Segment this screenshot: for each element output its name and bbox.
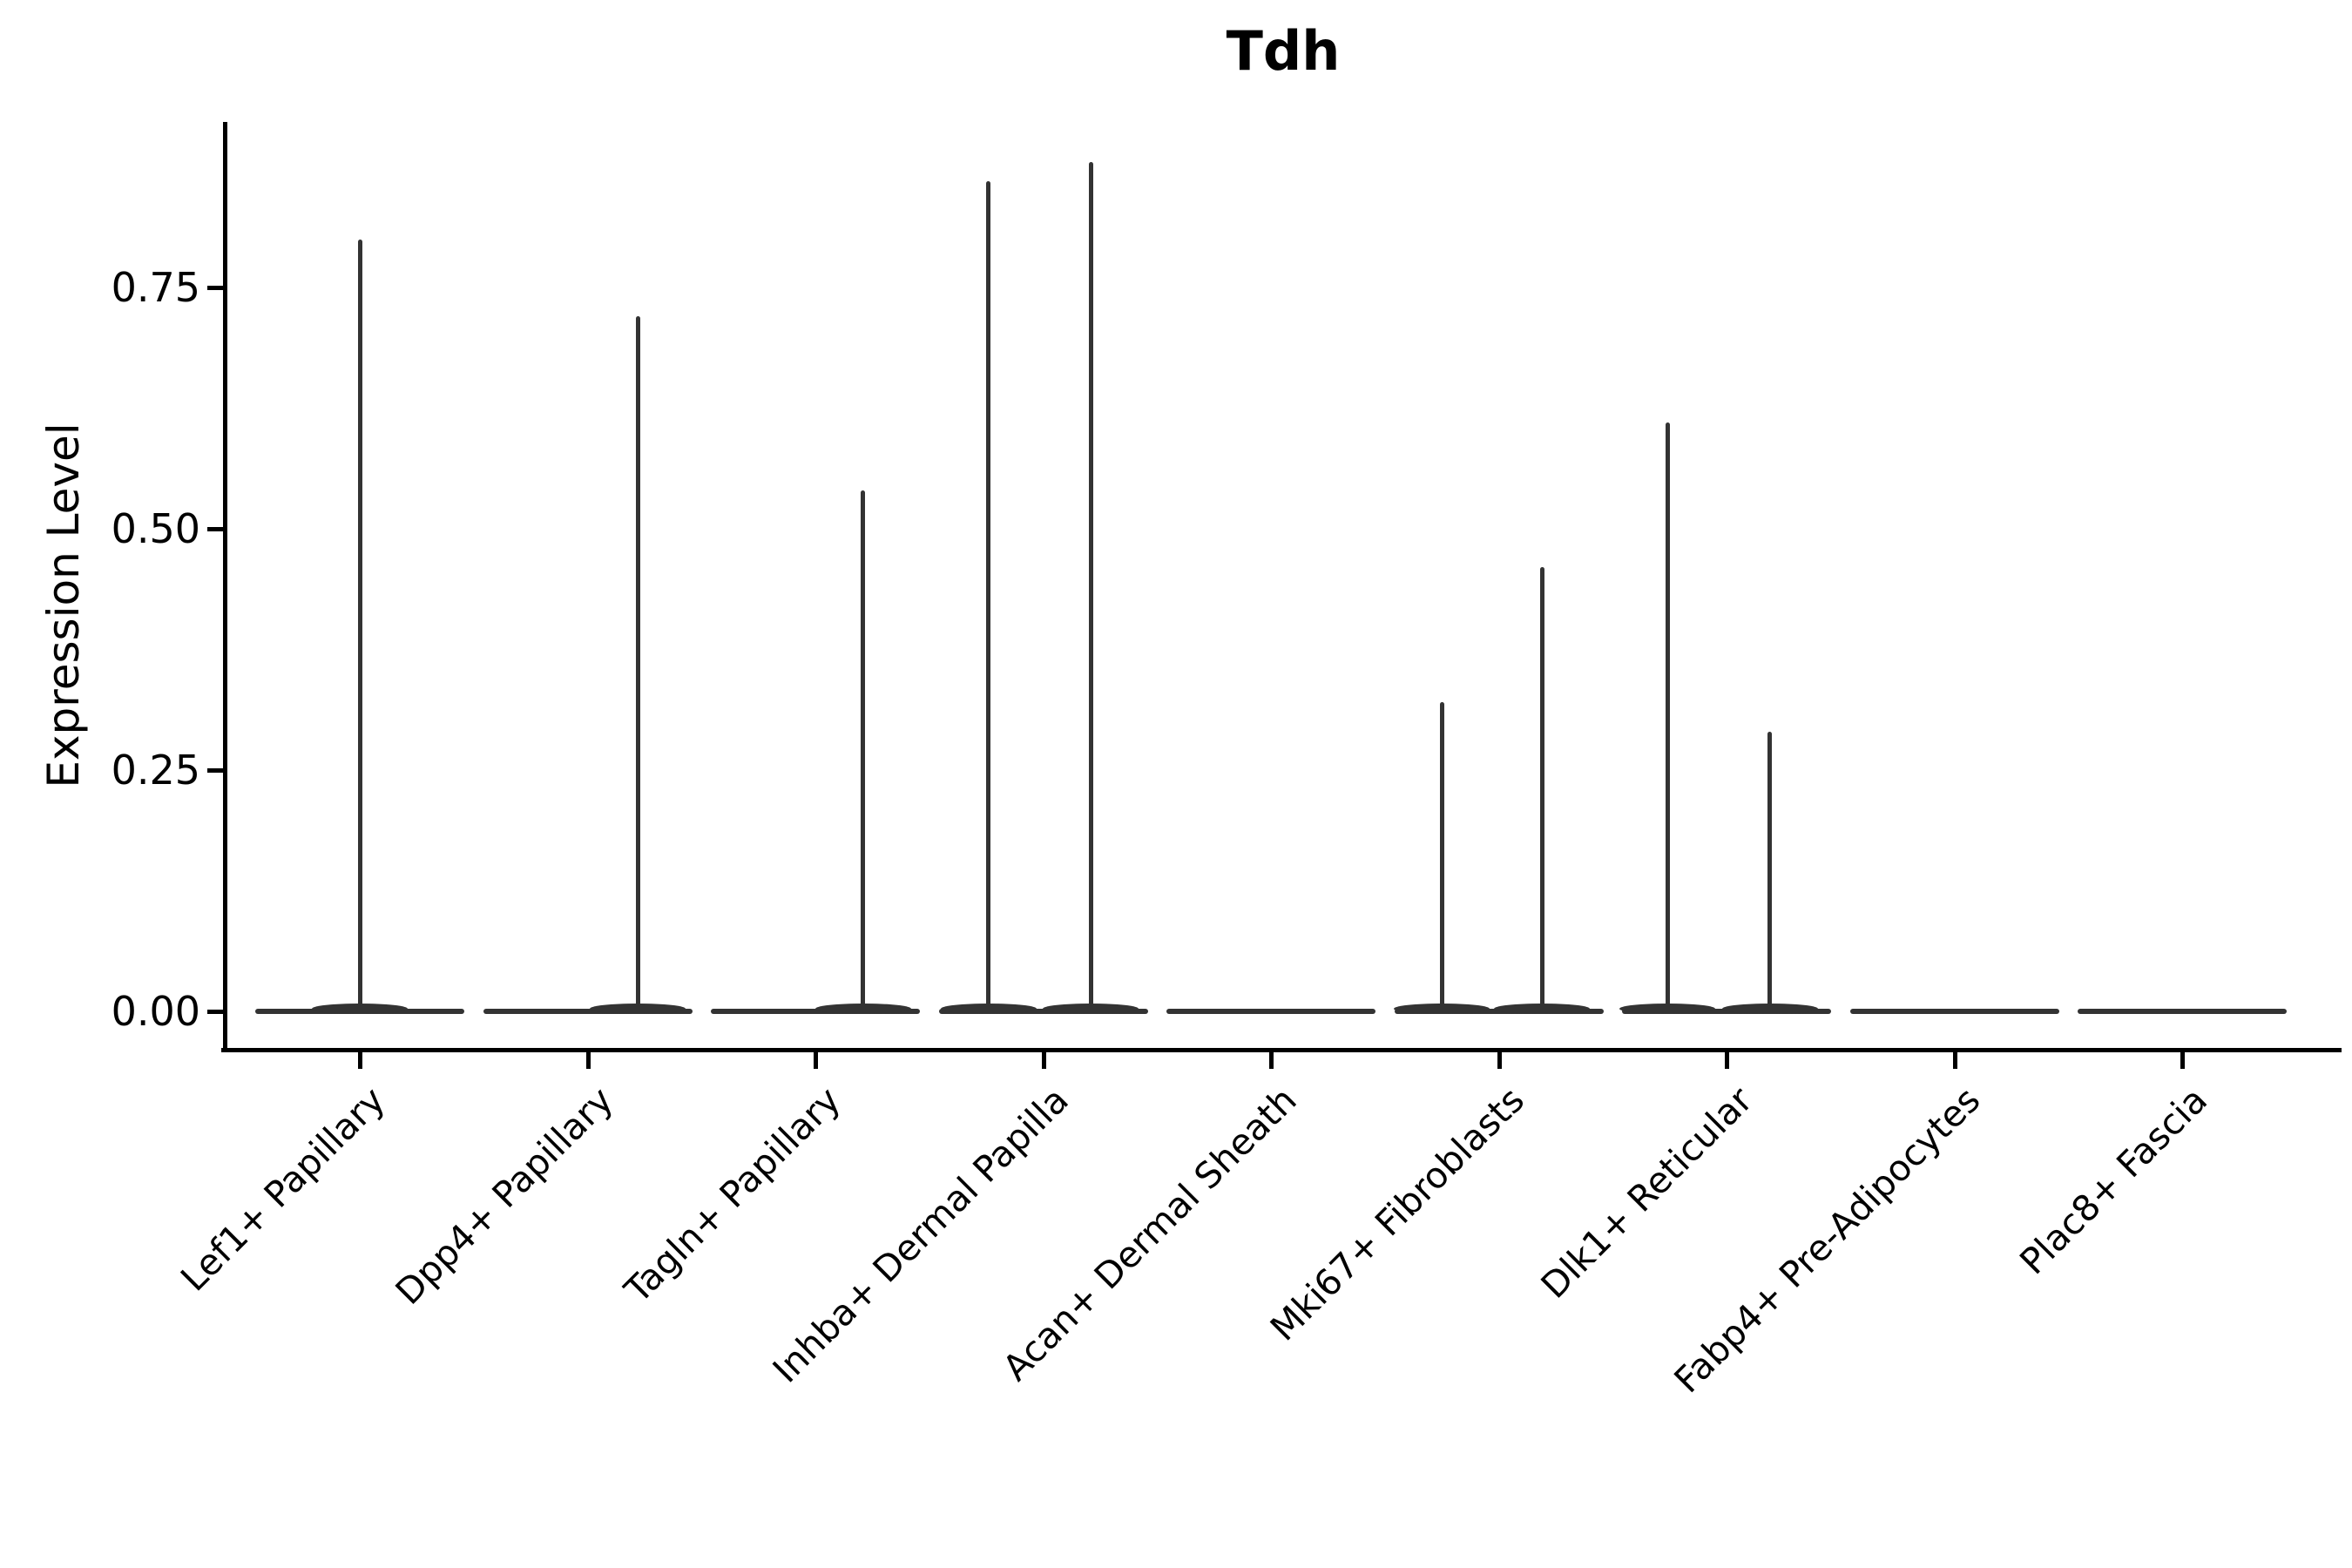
y-tick-label: 0.00 [111, 988, 200, 1035]
violin-base [1849, 1009, 2059, 1014]
violin-base [1622, 1009, 1831, 1014]
y-tick [207, 286, 223, 290]
violin-spike [635, 316, 640, 1014]
violin-spike [1439, 702, 1444, 1014]
violin-spike [357, 239, 362, 1014]
violin-spike [986, 181, 991, 1014]
x-tick [358, 1052, 362, 1069]
x-tick-label: Mki67+ Fibroblasts [1261, 1078, 1533, 1349]
violin-base [2078, 1009, 2287, 1014]
y-tick-label: 0.50 [111, 505, 200, 552]
y-tick-label: 0.75 [111, 264, 200, 311]
violin-spike [861, 490, 866, 1014]
x-tick-label: Dlk1+ Reticular [1532, 1078, 1761, 1307]
x-tick-label: Dpp4+ Papillary [387, 1078, 622, 1313]
violin-spike [1767, 731, 1773, 1014]
x-tick [1952, 1052, 1957, 1069]
violin-base [1166, 1009, 1375, 1014]
x-tick [1041, 1052, 1046, 1069]
violin-spike [1539, 567, 1544, 1014]
y-tick [207, 527, 223, 531]
x-tick [585, 1052, 591, 1069]
violin-base [711, 1009, 920, 1014]
chart-title: Tdh [1226, 19, 1341, 83]
y-axis-spine [223, 122, 227, 1052]
x-tick [2180, 1052, 2185, 1069]
x-tick-label: Plac8+ Fascia [2011, 1078, 2216, 1283]
x-tick [814, 1052, 818, 1069]
x-tick [1269, 1052, 1274, 1069]
x-axis-spine [221, 1048, 2342, 1052]
violin-base [938, 1009, 1148, 1014]
violin-base [1394, 1009, 1604, 1014]
x-tick-label: Tagln+ Papillary [617, 1078, 849, 1311]
violin-spike [1665, 422, 1670, 1014]
y-tick [207, 768, 223, 773]
x-tick-label: Lef1+ Papillary [172, 1078, 394, 1300]
violin-spike [1088, 161, 1093, 1014]
y-axis-label: Expression Level [38, 422, 89, 788]
y-tick-label: 0.25 [111, 747, 200, 794]
x-tick [1725, 1052, 1729, 1069]
violin-base [483, 1009, 693, 1014]
y-tick [207, 1010, 223, 1014]
x-tick [1497, 1052, 1502, 1069]
